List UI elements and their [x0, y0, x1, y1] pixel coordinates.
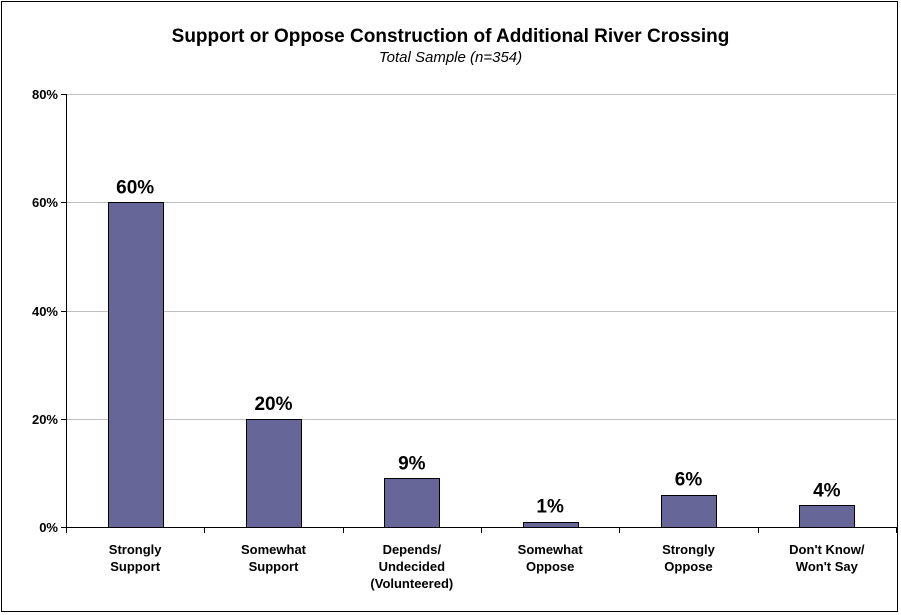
x-category-label: Strongly Support: [109, 542, 162, 574]
bar: [108, 202, 164, 528]
data-label: 1%: [536, 497, 564, 518]
y-tick-label: 20%: [32, 412, 58, 427]
x-category-label: Strongly Oppose: [662, 542, 715, 574]
x-category-label: Depends/Undecided (Volunteered): [370, 542, 453, 591]
y-tick-label: 80%: [32, 87, 58, 102]
bar: [246, 419, 302, 528]
y-tick-label: 40%: [32, 304, 58, 319]
gridlines: [66, 94, 896, 420]
bar: [384, 478, 440, 528]
y-tick-label: 0%: [39, 520, 58, 535]
data-label: 20%: [254, 394, 292, 415]
bar: [661, 495, 717, 528]
data-label: 4%: [813, 480, 841, 501]
x-category-label: Somewhat Oppose: [518, 542, 584, 574]
bars: [108, 202, 855, 528]
bar: [523, 522, 579, 528]
x-category-label: Somewhat Support: [241, 542, 307, 574]
y-tick-label: 60%: [32, 195, 58, 210]
bar: [799, 505, 855, 528]
x-category-label: Don't Know/Won't Say: [789, 542, 865, 574]
chart-subtitle: Total Sample (n=354): [378, 49, 523, 66]
data-label: 9%: [398, 453, 426, 474]
labels: 0% 20% 40% 60% 80% 60% Strongly Support 20% Somew…: [32, 87, 865, 591]
axes: [61, 94, 897, 533]
data-label: 60%: [116, 177, 154, 198]
data-label: 6%: [675, 470, 703, 491]
chart-title: Support or Oppose Construction of Additi…: [171, 26, 730, 47]
